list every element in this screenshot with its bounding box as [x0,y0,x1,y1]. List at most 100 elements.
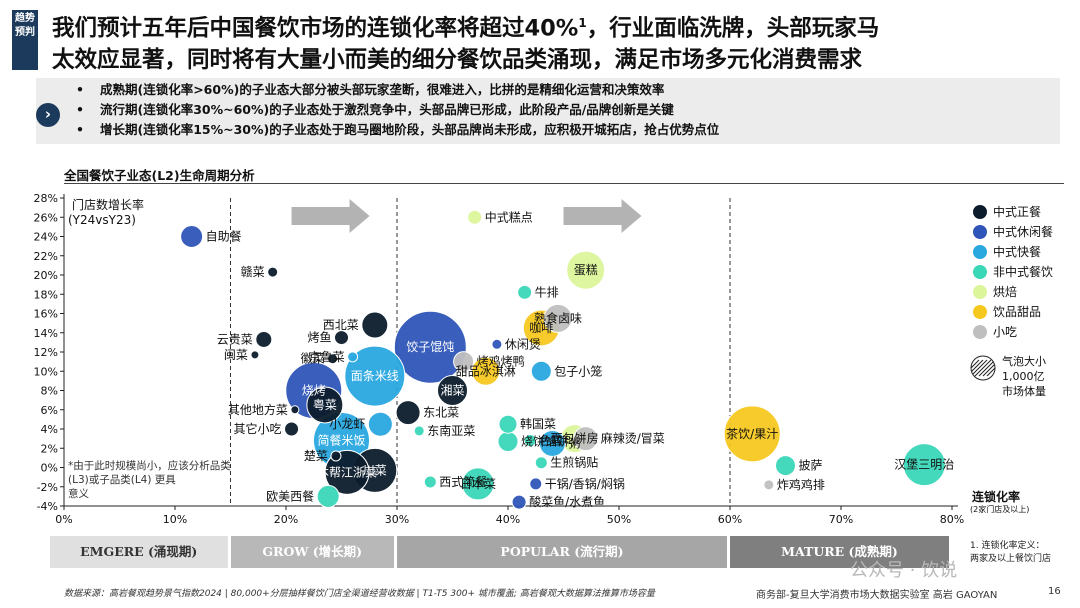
chart-title: 全国餐饮子业态(L2)生命周期分析 [64,168,255,183]
bubble-label: 欧美西餐 [266,488,314,503]
bubble [902,443,946,487]
legend-label: 小吃 [993,325,1017,339]
bubble-label: 披萨 [799,459,823,473]
bubble [467,209,483,225]
legend-label: 非中式餐饮 [993,264,1053,279]
bubble [543,303,573,333]
title-line1-tail: ，行业面临洗牌，头部玩家马 [586,15,880,42]
y-tick-label: 12% [34,346,58,359]
bubble [393,310,467,384]
size-legend-label: 市场体量 [1002,384,1046,398]
bubble-label: 其它小吃 [234,421,282,436]
chart-title-divider [64,183,1064,184]
bubble [517,284,533,300]
phase-arrow-icon [563,199,642,233]
bubble-label: 茶饮/果汁 [726,426,778,441]
size-legend-hatch [974,359,992,377]
x-tick-label: 0% [55,513,72,526]
bubble-label: 楚菜 [304,449,328,463]
lifecycle-bubble-chart: -4% -2% 0% 2% 4% 6% 8% 10% 12% 14% 16% 18% 20% 22% 24%… [34,192,1053,526]
legend-swatch [973,265,987,279]
legend-swatch [973,205,987,219]
bubble-label: 本帮江浙菜 [317,465,377,479]
bubble-label: 酸菜鱼/水煮鱼 [529,494,605,509]
bubble [453,351,475,373]
bubble-label: 其他地方菜 [228,402,288,417]
phase-label: GROW (增长期) [262,544,363,559]
bubble [511,494,527,510]
phase-label: EMGERE (涌现期) [80,544,198,559]
bubble [250,350,260,360]
bubble-label: 闽菜 [224,348,248,362]
bubble-label: 炸鸡鸡排 [777,477,825,492]
chevron-right-icon: › [36,103,60,127]
phase-band-popular: POPULAR (流行期) [397,536,727,568]
bubble-label: 中式糕点 [485,209,533,224]
phase-band-mature: MATURE (成熟期) [730,536,949,568]
bubble-label: 东南亚菜 [427,423,475,438]
y-tick-label: 10% [34,365,58,378]
bubble-label: 日本菜 [460,477,496,491]
bubble-label: 麻辣烫/冒菜 [601,431,665,446]
bubble [573,426,599,452]
bubble [491,338,503,350]
chart-footnote: (L3)或子品类(L4) 更具 [68,473,176,486]
bubble-label: 云贵菜 [217,332,253,346]
x-tick-label: 40% [496,513,520,526]
bubble-label: 粥 [568,436,580,450]
bubble-label: 色拉 [539,433,563,448]
page-title: 我们预计五年后中国餐饮市场的连锁化率将超过40%1，行业面临洗牌，头部玩家马 太… [52,8,1062,76]
bubble-label: 烧烤 [302,383,326,398]
y-tick-label: 22% [34,250,58,263]
legend-swatch [973,225,987,239]
legend-label: 中式正餐 [993,204,1041,219]
y-tick-label: -2% [37,481,58,494]
bubble-label: 自助餐 [206,229,242,244]
bubble-label: 简餐米饭 [317,433,365,448]
bubble [367,411,393,437]
title-line2: 太效应显著，同时将有大量小而美的细分餐饮品类涌现，满足市场多元化消费需求 [52,46,863,73]
y-tick-label: 24% [34,231,58,244]
bubble [316,484,340,508]
bubble-label: 休闲煲 [505,336,541,351]
bubble [255,330,273,348]
bubble [471,356,501,386]
legend-label: 烘焙 [993,284,1017,299]
bubble [361,311,389,339]
bubble-label: 蛋糕 [574,263,598,277]
legend-label: 饮品甜品 [993,305,1041,319]
bubble [566,250,606,290]
key-point: 成熟期(连锁化率>60%)的子业态大部分被头部玩家垄断，很难进入，比拼的是精细化… [76,80,719,100]
bubble [347,351,359,363]
legend-label: 中式休闲餐 [993,224,1053,239]
bubble [461,467,495,501]
bubble-label: 甜品冰淇淋 [456,364,516,378]
organization-credit: 商务部-复旦大学消费市场大数据实验室 高岩 GAOYAN [756,590,998,601]
bubble-label: 烧饼馅饼 [521,434,569,449]
bubble-label: 东北菜 [423,406,459,420]
y-tick-label: -4% [37,500,58,513]
size-legend-hatch [982,359,995,377]
bubble-label: 川菜 [363,463,387,477]
bubble-label: 粤菜 [313,397,337,412]
bubble-label: 生煎锅贴 [550,455,598,470]
y-tick-label: 18% [34,288,58,301]
legend-swatch [973,245,987,259]
page-number: 16 [1048,586,1061,597]
size-legend-hatch [971,359,980,377]
bubble [284,421,300,437]
y-tick-label: 6% [41,404,58,417]
bubble [423,475,437,489]
phase-band-grow: GROW (增长期) [230,536,394,568]
key-point: 流行期(连锁化率30%~60%)的子业态处于激烈竞争中，头部品牌已形成，此阶段产… [76,100,719,120]
legend-swatch [973,325,987,339]
size-legend-label: 1,000亿 [1002,370,1045,383]
y-tick-label: 26% [34,211,58,224]
bubble-label: 烤鸡烤鸭 [477,354,525,369]
bubble [330,450,342,462]
bubble [523,434,537,448]
legend-swatch [973,305,987,319]
chart-footnote: *由于此时规模尚小，应该分析品类 [68,459,231,472]
phase-label: MATURE (成熟期) [781,544,898,559]
title-line1: 我们预计五年后中国餐饮市场的连锁化率将超过40% [52,15,579,42]
